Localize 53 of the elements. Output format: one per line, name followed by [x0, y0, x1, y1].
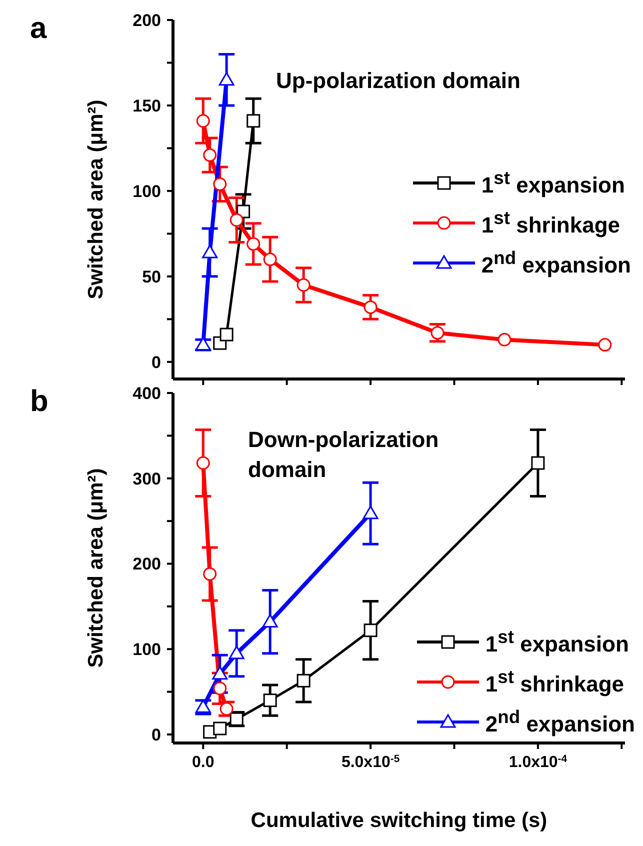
y-tick-label: 100: [132, 640, 161, 660]
point: [262, 614, 278, 628]
point: [430, 326, 444, 340]
y-tick-label: 0: [152, 725, 161, 744]
legend-label: 1$^{st}$ shrinkage: [485, 666, 624, 698]
y-tick-label: 0: [152, 352, 161, 372]
y-axis-title: Switched area (μm²): [84, 100, 108, 300]
legend-label: 1$^{st}$ expansion: [485, 626, 629, 658]
y-tick-label: 200: [132, 11, 161, 30]
point: [203, 148, 217, 162]
point: [196, 456, 210, 470]
y-tick-label: 100: [132, 182, 161, 201]
point: [213, 177, 227, 191]
legend-label: 2$^{nd}$ expansion: [481, 247, 631, 279]
text: Up-polarization domain: [276, 67, 520, 95]
point: [598, 338, 612, 352]
point: [213, 682, 227, 696]
point: [362, 506, 378, 520]
point: [246, 237, 260, 251]
point: [228, 646, 244, 660]
text: Down-polarization domain: [248, 426, 439, 484]
point: [296, 278, 310, 292]
point: [203, 567, 217, 581]
x-axis-title: Cumulative switching time (s): [250, 809, 548, 832]
point: [246, 114, 260, 128]
y-tick-label: 50: [142, 267, 161, 286]
y-tick-label: 150: [132, 96, 161, 116]
point: [263, 694, 277, 708]
point: [296, 674, 310, 688]
point: [212, 666, 228, 680]
legend-label: 1$^{st}$ shrinkage: [481, 207, 620, 239]
point: [364, 624, 378, 638]
text: b: [30, 385, 48, 418]
legend-label: 2$^{nd}$ expansion: [485, 706, 635, 738]
y-axis-title: Switched area (μm²): [84, 468, 108, 668]
legend-label: 1$^{st}$ expansion: [481, 167, 625, 199]
point: [218, 72, 234, 86]
x-tick-label: 1.0x10$^{-4}$: [508, 754, 568, 771]
point: [202, 244, 218, 258]
point: [498, 332, 512, 346]
y-tick-label: 300: [132, 469, 161, 488]
point: [220, 328, 234, 342]
point: [263, 252, 277, 266]
point: [230, 213, 244, 227]
text: a: [30, 12, 47, 45]
point: [196, 114, 210, 128]
point: [364, 300, 378, 314]
point: [213, 722, 227, 736]
point: [531, 456, 545, 470]
x-tick-label: 5.0x10$^{-5}$: [341, 754, 400, 771]
y-tick-label: 400: [132, 384, 161, 403]
y-tick-label: 200: [132, 554, 161, 574]
x-tick-label: 0.0: [192, 754, 214, 771]
